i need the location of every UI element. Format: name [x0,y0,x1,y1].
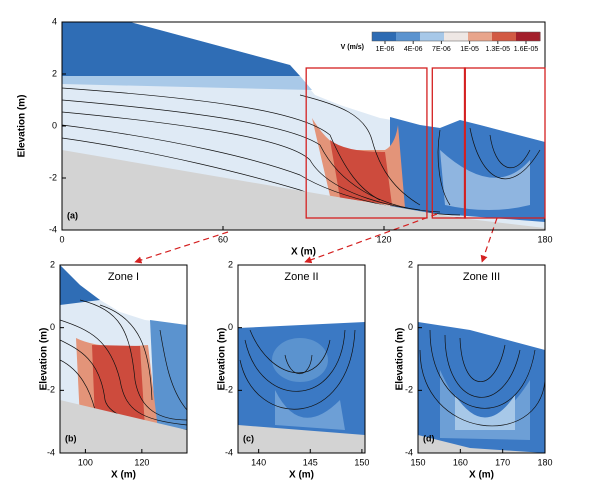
colorbar-swatch [396,32,421,41]
x-axis-title: X (m) [111,470,136,480]
y-tick-label: 2 [408,259,413,269]
colorbar-tick-label: 1E-05 [460,46,479,53]
x-tick-label: 120 [376,234,391,244]
y-tick-label: 2 [50,259,55,269]
zone-title: Zone II [284,271,318,283]
plot-frame [237,264,366,454]
y-tick-label: 2 [228,259,233,269]
colorbar-swatch [516,32,541,41]
x-tick-label: 170 [495,457,510,467]
panel-label: (a) [67,210,78,220]
x-tick-label: 150 [410,457,425,467]
x-tick-label: 140 [251,457,266,467]
zoom-arrows [134,213,498,264]
x-tick-label: 150 [354,457,369,467]
y-axis-title: Elevation (m) [17,95,28,158]
colorbar-swatch [468,32,493,41]
y-tick-label: -4 [225,447,233,457]
colorbar-tick-label: 1E-06 [376,46,395,53]
y-tick-label: -2 [47,385,55,395]
y-tick-label: -4 [49,224,57,234]
zone-outline [463,67,546,219]
panel-label: (b) [65,433,77,443]
y-axis-title: Elevation (m) [217,328,228,391]
y-axis-title: Elevation (m) [395,328,406,391]
x-tick-label: 60 [218,234,228,244]
colorbar-swatch [444,32,469,41]
zone-title: Zone I [108,271,139,283]
plot-frame [59,264,188,454]
y-tick-label: -2 [49,172,57,182]
panel-label: (c) [243,433,254,443]
y-tick-label: -2 [225,385,233,395]
x-tick-label: 160 [453,457,468,467]
x-axis-title: X (m) [289,470,314,480]
colorbar-frame [371,31,541,42]
zone-outline [305,67,428,219]
y-tick-label: 0 [228,322,233,332]
y-tick-label: 0 [52,120,57,130]
y-tick-label: -4 [47,447,55,457]
colorbar-tick-label: 1.3E-05 [486,46,511,53]
x-tick-label: 180 [537,457,552,467]
zone-title: Zone III [463,271,500,283]
x-tick-label: 180 [537,234,552,244]
x-tick-label: 0 [59,234,64,244]
colorbar-swatch [372,32,397,41]
x-tick-label: 120 [134,457,149,467]
x-tick-label: 145 [303,457,318,467]
zone-outline [431,67,466,219]
zone-field [60,265,187,453]
y-tick-label: 0 [50,322,55,332]
colorbar-tick-label: 4E-06 [404,46,423,53]
colorbar-swatch [420,32,445,41]
x-tick-label: 100 [78,457,93,467]
y-tick-label: 2 [52,68,57,78]
y-tick-label: 4 [52,16,57,26]
zone-field [418,322,545,453]
colorbar-swatch [492,32,517,41]
y-axis-title: Elevation (m) [39,328,50,391]
x-axis-title: X (m) [291,247,316,258]
panel-label: (d) [423,433,435,443]
zone-field [238,322,365,453]
plot-frame [417,264,546,454]
colorbar-tick-label: 7E-06 [432,46,451,53]
colorbar-title: V (m/s) [341,44,364,51]
y-tick-label: 0 [408,322,413,332]
velocity-field [62,22,545,230]
y-tick-label: -4 [405,447,413,457]
y-tick-label: -2 [405,385,413,395]
x-axis-title: X (m) [469,470,494,480]
colorbar-tick-label: 1.6E-05 [514,46,539,53]
